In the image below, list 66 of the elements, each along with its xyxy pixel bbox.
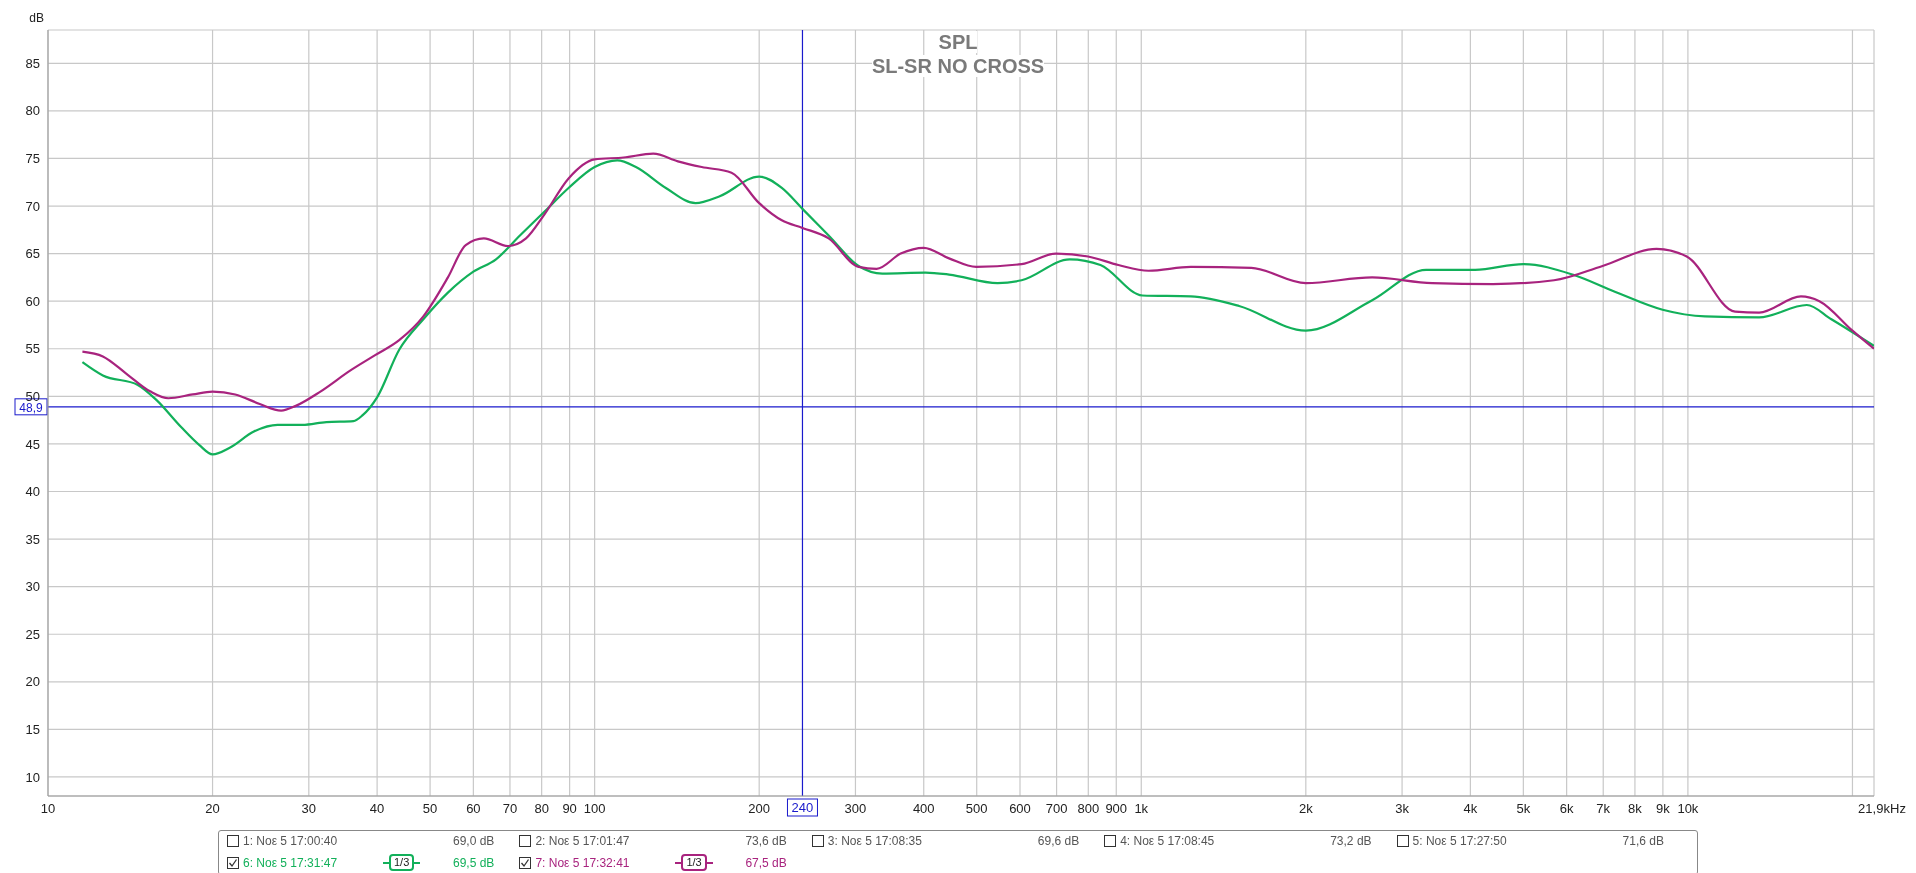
x-tick-label: 40 <box>369 801 385 817</box>
x-tick-label: 300 <box>844 801 867 817</box>
text: 69,5 dB <box>453 855 495 870</box>
x-axis-title: Hz <box>1890 801 1906 816</box>
text: 73,2 dB <box>1330 834 1372 848</box>
text: SL-SR NO CROSS <box>871 55 1045 77</box>
y-tick-label: 30 <box>25 579 40 595</box>
x-tick-label: 50 <box>422 801 438 817</box>
y-tick-label: 55 <box>25 341 40 357</box>
text: 6: Νοε 5 17:31:47 <box>243 855 339 870</box>
y-tick-label: 40 <box>25 484 40 500</box>
x-tick-label: 3k <box>1395 801 1410 817</box>
y-tick-label: 35 <box>25 531 40 547</box>
text: 7: Νοε 5 17:32:41 <box>535 855 631 870</box>
y-tick-label: 20 <box>25 674 40 690</box>
x-tick-label: 8k <box>1628 801 1643 817</box>
y-tick-label: 60 <box>25 293 40 309</box>
text: 71,6 dB <box>1622 834 1664 848</box>
x-tick-label: 9k <box>1656 801 1671 817</box>
x-tick-label: 700 <box>1045 801 1068 817</box>
x-tick-label: 2k <box>1298 801 1314 817</box>
x-tick-label: 4k <box>1463 801 1478 817</box>
x-tick-label: 20 <box>205 801 220 817</box>
x-tick-label: 10 <box>40 801 56 817</box>
text: 2: Νοε 5 17:01:47 <box>535 834 631 848</box>
y-tick-label: 85 <box>25 55 40 71</box>
chart-title: SPL <box>938 31 978 53</box>
text: 5: Νοε 5 17:27:50 <box>1412 834 1508 848</box>
x-tick-label: 200 <box>748 801 771 817</box>
y-tick-label: 10 <box>25 769 40 785</box>
x-tick-label: 800 <box>1077 801 1100 817</box>
x-tick-label: 7k <box>1596 801 1611 817</box>
text: 1/3 <box>389 854 415 871</box>
x-tick-label: 10k <box>1677 801 1699 817</box>
x-tick-label: 600 <box>1009 801 1031 817</box>
y-tick-label: 25 <box>25 626 40 642</box>
y-tick-label: 75 <box>25 151 40 167</box>
x-tick-label: 100 <box>583 801 606 817</box>
ref-line-label: 240 <box>791 800 814 815</box>
text: 4: Νοε 5 17:08:45 <box>1120 834 1216 848</box>
x-tick-label: 6k <box>1559 801 1574 817</box>
x-tick-label: 60 <box>466 801 481 817</box>
x-tick-label: 1k <box>1134 801 1149 817</box>
y-axis-title: dB <box>29 11 44 25</box>
x-tick-label: 400 <box>912 801 935 817</box>
x-tick-label: 90 <box>562 801 577 817</box>
text: 1/3 <box>681 854 707 871</box>
text: 67,5 dB <box>745 855 787 870</box>
x-tick-label: 500 <box>965 801 988 817</box>
y-tick-label: 15 <box>25 722 40 738</box>
x-tick-label: 30 <box>301 801 317 817</box>
y-tick-label: 65 <box>25 246 40 262</box>
x-tick-label: 80 <box>534 801 549 817</box>
y-tick-label: 70 <box>25 198 40 214</box>
text: 69,0 dB <box>453 834 495 848</box>
y-tick-label: 45 <box>25 436 40 452</box>
ref-line-label: 48,9 <box>19 400 43 415</box>
x-tick-label: 70 <box>502 801 518 817</box>
x-tick-label: 21,9k <box>1858 801 1891 817</box>
x-tick-label: 900 <box>1105 801 1128 817</box>
x-tick-label: 5k <box>1516 801 1531 817</box>
text: 1: Νοε 5 17:00:40 <box>243 834 339 848</box>
text: 3: Νοε 5 17:08:35 <box>827 834 923 848</box>
text: 73,6 dB <box>745 834 787 848</box>
text: 69,6 dB <box>1037 834 1080 848</box>
y-tick-label: 80 <box>25 103 40 119</box>
